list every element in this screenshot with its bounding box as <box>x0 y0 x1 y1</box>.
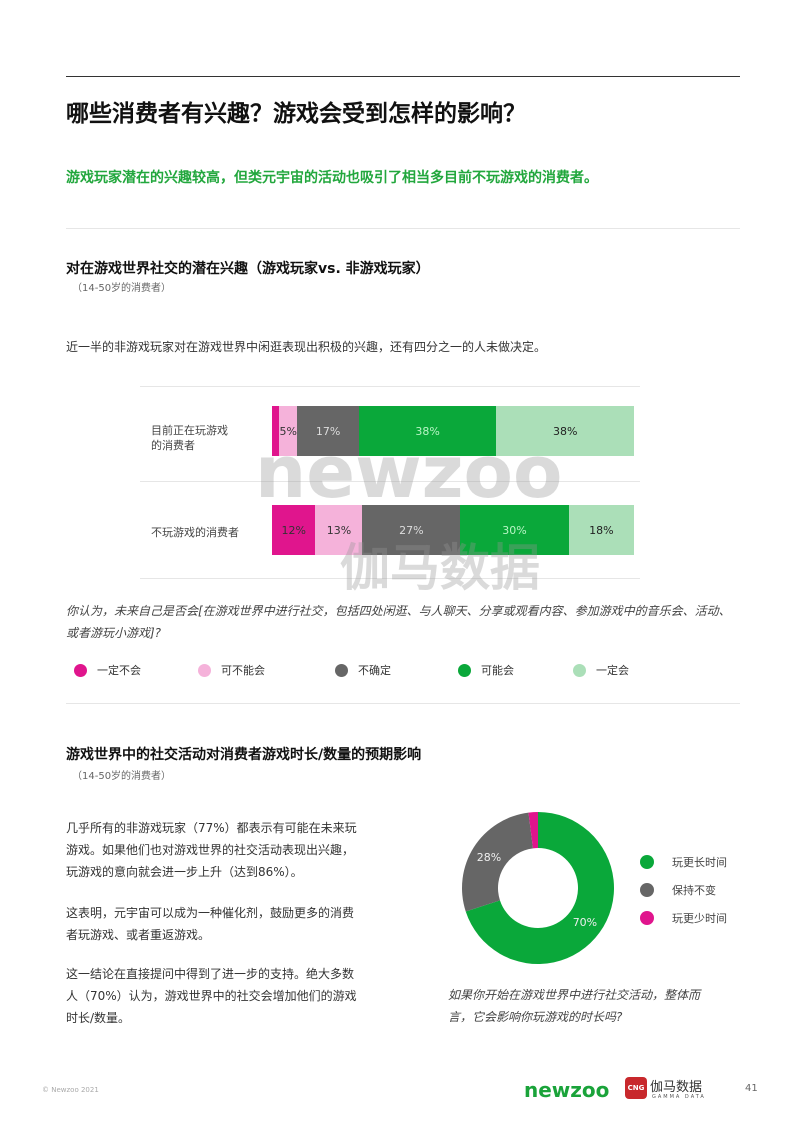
bar-segment: 17% <box>297 406 359 456</box>
legend-item: 可能会 <box>458 662 514 678</box>
newzoo-logo: newzoo <box>524 1078 610 1102</box>
section1-note: （14-50岁的消费者） <box>72 283 172 294</box>
donut-legend-item: 玩更长时间 <box>640 854 727 870</box>
copyright: © Newzoo 2021 <box>42 1086 99 1094</box>
section1-question: 你认为，未来自己是否会[在游戏世界中进行社交，包括四处闲逛、与人聊天、分享或观看… <box>66 604 731 640</box>
bar-segment: 30% <box>460 505 569 555</box>
stacked-bar-gamers: 5% 17% 38% 38% <box>272 406 634 456</box>
donut-chart: 70% 28% <box>462 812 614 964</box>
legend-swatch <box>74 663 87 677</box>
legend-item: 一定不会 <box>74 662 141 678</box>
bar-segment: 38% <box>358 406 497 456</box>
donut-label: 28% <box>477 851 501 864</box>
legend-swatch <box>640 883 654 897</box>
section1-text: 近一半的非游戏玩家对在游戏世界中闲逛表现出积极的兴趣，还有四分之一的人未做决定。 <box>66 340 547 354</box>
gamma-data-logo-sub: GAMMA DATA <box>652 1094 706 1100</box>
donut-legend-item: 保持不变 <box>640 882 716 898</box>
legend-label: 玩更少时间 <box>672 912 727 925</box>
divider <box>66 703 740 704</box>
bar-segment: 18% <box>568 505 634 555</box>
section2-para1: 几乎所有的非游戏玩家（77%）都表示有可能在未来玩 游戏。如果他们也对游戏世界的社… <box>66 821 357 879</box>
page-title: 哪些消费者有兴趣？游戏会受到怎样的影响？ <box>66 101 526 127</box>
donut-slice <box>462 812 533 912</box>
legend-label: 玩更长时间 <box>672 856 727 869</box>
section2-para2: 这表明，元宇宙可以成为一种催化剂，鼓励更多的消费 者玩游戏、或者重返游戏。 <box>66 906 355 942</box>
donut-slice <box>465 812 614 964</box>
top-rule <box>66 76 740 77</box>
legend-item: 不确定 <box>335 662 391 678</box>
legend-label: 可能会 <box>481 664 514 677</box>
page-subtitle: 游戏玩家潜在的兴趣较高，但类元宇宙的活动也吸引了相当多目前不玩游戏的消费者。 <box>66 170 598 186</box>
bar-segment: 5% <box>279 406 298 456</box>
legend-swatch <box>198 663 211 677</box>
legend-swatch <box>573 663 586 677</box>
divider <box>66 228 740 229</box>
section2-heading: 游戏世界中的社交活动对消费者游戏时长/数量的预期影响 <box>66 747 422 763</box>
gamma-data-logo: 伽马数据 <box>650 1080 703 1095</box>
legend-label: 可不能会 <box>221 664 265 677</box>
donut-slice <box>528 812 538 849</box>
chart-gridline <box>140 578 640 579</box>
bar-category-label: 不玩游戏的消费者 <box>151 526 239 539</box>
page-number: 41 <box>745 1083 758 1094</box>
section1-heading: 对在游戏世界社交的潜在兴趣（游戏玩家vs. 非游戏玩家） <box>66 261 430 277</box>
bar-segment: 13% <box>315 505 363 555</box>
section2-para3: 这一结论在直接提问中得到了进一步的支持。绝大多数 人（70%）认为，游戏世界中的社… <box>66 967 357 1025</box>
bar-segment: 27% <box>362 505 461 555</box>
legend-label: 一定不会 <box>97 664 141 677</box>
legend-swatch <box>640 911 654 925</box>
chart-gridline <box>140 386 640 387</box>
bar-category-label: 目前正在玩游戏 的消费者 <box>151 424 228 452</box>
legend-label: 保持不变 <box>672 884 716 897</box>
donut-legend-item: 玩更少时间 <box>640 910 727 926</box>
section2-note: （14-50岁的消费者） <box>72 771 172 782</box>
legend-label: 不确定 <box>358 664 391 677</box>
legend-item: 可不能会 <box>198 662 265 678</box>
legend-swatch <box>640 855 654 869</box>
legend-label: 一定会 <box>596 664 629 677</box>
bar-segment: 38% <box>496 406 634 456</box>
section2-question: 如果你开始在游戏世界中进行社交活动，整体而 言，它会影响你玩游戏的时长吗? <box>448 988 701 1024</box>
chart-gridline <box>140 481 640 482</box>
gamma-data-logo-icon: CNG <box>625 1077 647 1099</box>
bar-segment: 12% <box>272 505 316 555</box>
bar-segment <box>272 406 280 456</box>
legend-swatch <box>458 663 471 677</box>
stacked-bar-non-gamers: 12% 13% 27% 30% 18% <box>272 505 634 555</box>
legend-item: 一定会 <box>573 662 629 678</box>
legend-swatch <box>335 663 348 677</box>
donut-label: 70% <box>573 916 597 929</box>
